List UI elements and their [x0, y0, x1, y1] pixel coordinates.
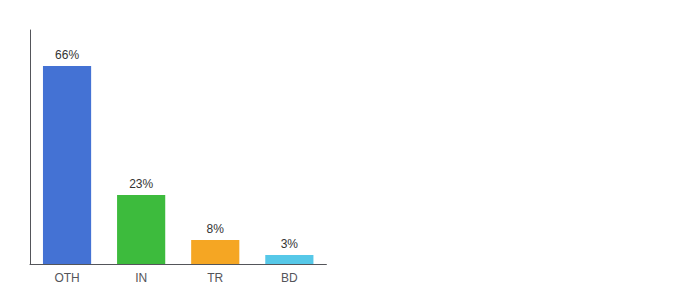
svg-text:IN: IN — [135, 271, 147, 285]
svg-text:TR: TR — [207, 271, 223, 285]
svg-text:23%: 23% — [129, 177, 153, 191]
svg-text:66%: 66% — [55, 48, 79, 62]
svg-text:OTH: OTH — [54, 271, 79, 285]
svg-text:BD: BD — [281, 271, 298, 285]
svg-text:3%: 3% — [281, 237, 299, 251]
svg-text:8%: 8% — [207, 222, 225, 236]
